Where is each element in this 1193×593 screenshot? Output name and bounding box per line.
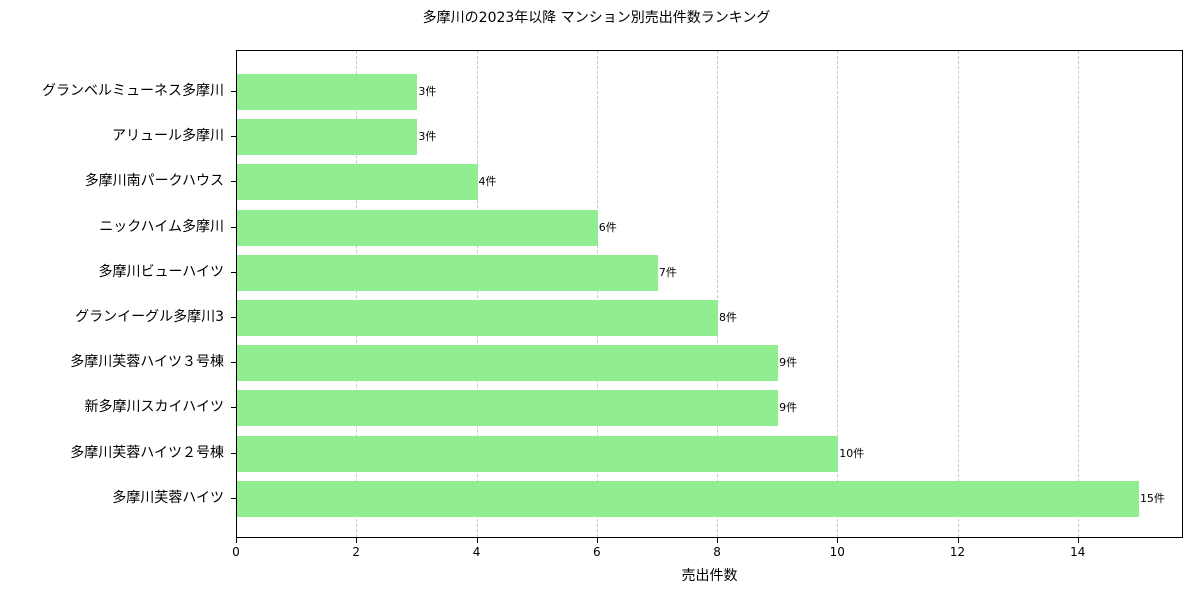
x-tick [837,538,839,543]
x-tick-label: 14 [1070,545,1086,559]
x-tick-label: 6 [592,545,601,559]
y-tick-label: 多摩川芙蓉ハイツ３号棟 [70,354,224,371]
x-tick-label: 2 [352,545,361,559]
y-tick-label: アリュール多摩川 [112,128,224,145]
y-tick [231,362,236,364]
x-gridline [476,51,478,537]
bar [237,480,1139,517]
bar [237,435,839,472]
bar-value-label: 7件 [658,265,677,279]
x-tick-label: 8 [713,545,721,559]
plot-area: 3件 3件 4件 6件 7件 8件 9件 9件 10件 15件 [236,50,1183,538]
x-tick-label: 10 [829,545,845,559]
bar [237,209,598,246]
x-tick [957,538,959,543]
y-tick-label: 多摩川芙蓉ハイツ２号棟 [70,444,224,461]
bar-value-label: 9件 [779,401,798,415]
x-tick-label: 4 [472,545,481,559]
x-gridline [596,51,598,537]
x-tick [236,538,237,543]
y-tick-label: 多摩川芙蓉ハイツ [112,489,224,506]
y-tick-label: 多摩川南パークハウス [84,173,224,190]
bar [237,74,418,110]
y-tick-label: 新多摩川スカイハイツ [84,399,224,416]
bar-value-label: 9件 [779,356,798,370]
bar-value-label: 4件 [478,175,497,189]
y-tick-label: グランベルミューネス多摩川 [42,83,224,99]
x-gridline [957,51,959,537]
bar [237,300,719,336]
y-tick-label: グランイーグル多摩川3 [75,309,224,325]
x-axis-title: 売出件数 [681,568,738,584]
x-tick [476,538,478,543]
bar [237,254,658,291]
y-tick-label: 多摩川ビューハイツ [98,263,224,280]
bar [237,164,478,201]
y-tick [231,91,236,92]
bar-value-label: 8件 [719,311,738,324]
x-gridline [1077,51,1079,537]
bar-value-label: 6件 [598,220,617,234]
y-tick [231,497,236,499]
x-gridline [717,51,719,537]
bar [237,345,779,382]
y-tick [231,271,236,273]
y-tick [231,407,236,409]
bar-value-label: 10件 [839,446,865,460]
bar [237,390,779,427]
bar [237,119,418,156]
bar-value-label: 15件 [1139,491,1165,505]
y-tick [231,226,236,228]
x-tick [1077,538,1079,543]
y-tick [231,452,236,454]
bar-value-label: 3件 [418,130,437,144]
y-tick [231,181,236,183]
x-tick [596,538,598,543]
x-gridline [837,51,839,537]
y-tick [231,317,236,318]
y-tick [231,136,236,138]
x-gridline [356,51,358,537]
x-tick-label: 0 [232,545,240,559]
chart-title: 多摩川の2023年以降 マンション別売出件数ランキング [422,10,771,26]
x-tick-label: 12 [949,545,966,559]
x-tick [356,538,358,543]
x-tick [717,538,719,543]
bar-value-label: 3件 [418,85,437,98]
y-tick-label: ニックハイム多摩川 [99,218,224,235]
